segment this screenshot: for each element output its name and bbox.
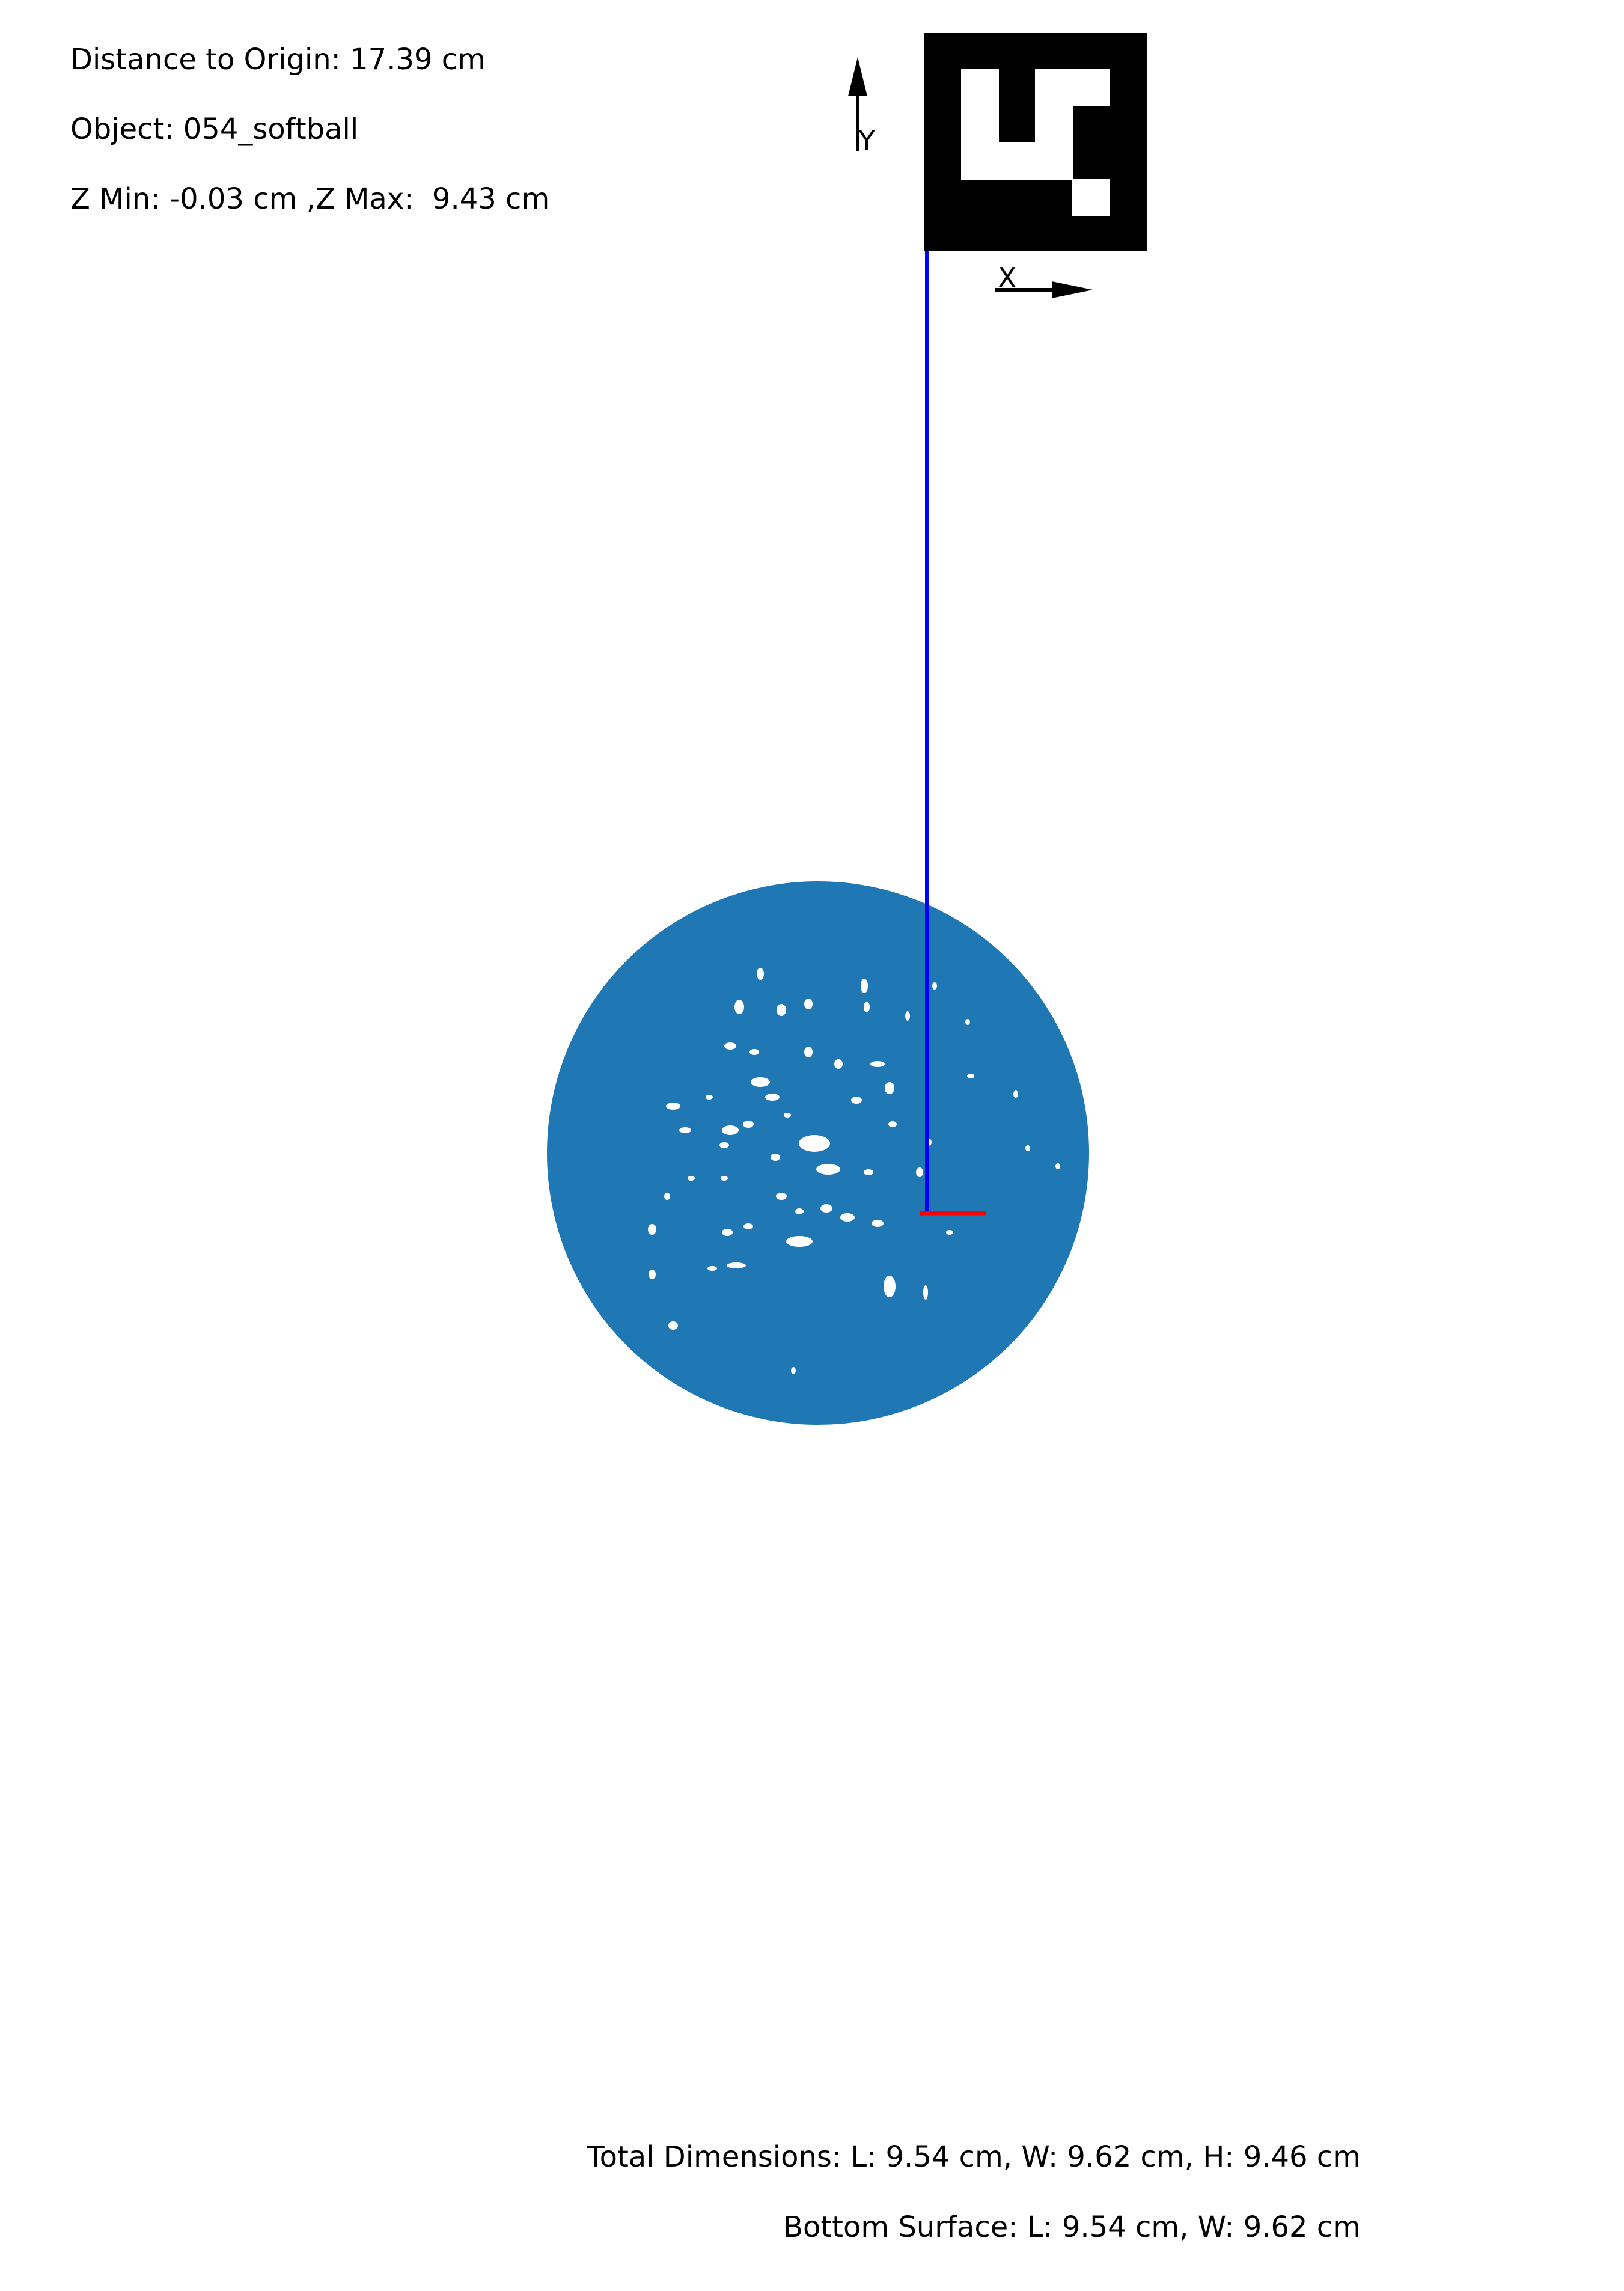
marker-cell-d: [1035, 69, 1073, 144]
point-cloud-softball: [547, 881, 1089, 1425]
object-value: 054_softball: [183, 112, 359, 146]
object-name-text: Object: 054_softball: [70, 112, 358, 146]
object-label: Object:: [70, 112, 174, 146]
distance-to-origin-text: Distance to Origin: 17.39 cm: [70, 43, 486, 76]
y-axis-label: Y: [858, 124, 876, 157]
fiducial-marker: [924, 33, 1147, 251]
marker-cell-b: [961, 142, 1073, 180]
distance-value: 17.39 cm: [350, 43, 486, 76]
distance-label: Distance to Origin:: [70, 43, 341, 76]
x-axis-arrow: [995, 281, 1093, 298]
softball-points: [547, 881, 1089, 1425]
z-range-text: Z Min: -0.03 cm ,Z Max: 9.43 cm: [70, 182, 550, 216]
total-dimensions-text: Total Dimensions: L: 9.54 cm, W: 9.62 cm…: [587, 2140, 1361, 2174]
y-axis-arrow: [848, 57, 867, 151]
point-cloud-holes: [648, 968, 1060, 1374]
bottom-surface-text: Bottom Surface: L: 9.54 cm, W: 9.62 cm: [783, 2210, 1361, 2244]
x-axis-label: X: [998, 262, 1017, 294]
marker-cell-e: [1072, 179, 1110, 216]
